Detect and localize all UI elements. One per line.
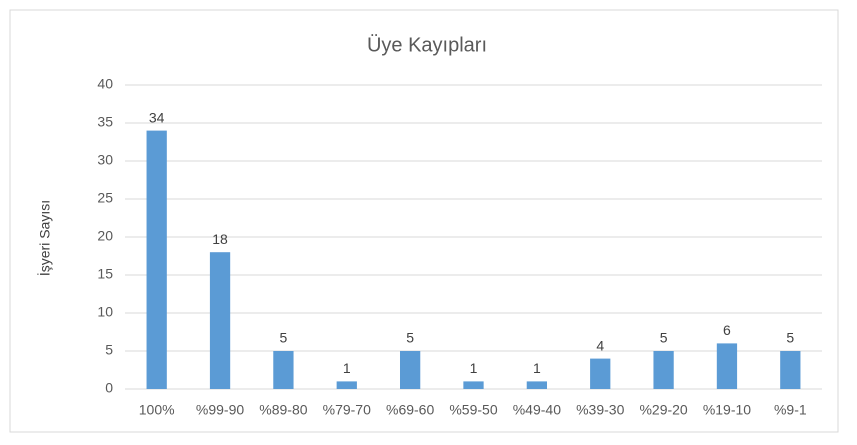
y-axis-label: İşyeri Sayısı — [36, 200, 53, 276]
y-tick-label: 5 — [105, 342, 113, 358]
data-label: 1 — [343, 360, 351, 376]
bar — [590, 358, 611, 389]
data-label: 5 — [786, 330, 794, 346]
chart-title: Üye Kayıpları — [367, 34, 487, 56]
bar — [273, 351, 294, 389]
data-label: 5 — [406, 330, 414, 346]
data-label: 1 — [470, 360, 478, 376]
y-tick-label: 25 — [97, 190, 113, 206]
chart-border — [9, 9, 839, 433]
x-tick-label: %69-60 — [386, 402, 434, 418]
bar — [780, 351, 801, 389]
data-label: 18 — [212, 231, 228, 247]
y-tick-label: 10 — [97, 304, 113, 320]
data-label: 1 — [533, 360, 541, 376]
bar — [463, 381, 484, 389]
data-label: 34 — [149, 109, 165, 125]
data-label: 5 — [280, 330, 288, 346]
y-tick-label: 0 — [105, 380, 113, 396]
bar — [653, 351, 674, 389]
x-tick-label: %99-90 — [196, 402, 244, 418]
bar — [336, 381, 357, 389]
y-tick-label: 35 — [97, 114, 113, 130]
data-label: 5 — [660, 330, 668, 346]
y-tick-label: 15 — [97, 266, 113, 282]
y-tick-label: 40 — [97, 76, 113, 92]
data-label: 6 — [723, 322, 731, 338]
x-tick-label: %19-10 — [703, 402, 751, 418]
x-tick-label: %49-40 — [513, 402, 561, 418]
y-tick-label: 30 — [97, 152, 113, 168]
data-label: 4 — [596, 337, 604, 353]
bar — [399, 351, 421, 389]
x-tick-label: %9-1 — [774, 402, 807, 418]
x-tick-label: 100% — [139, 402, 175, 418]
x-tick-label: %29-20 — [639, 402, 687, 418]
bar — [716, 343, 738, 389]
bar — [209, 252, 231, 389]
x-tick-label: %59-50 — [449, 402, 497, 418]
bar — [146, 130, 167, 389]
y-tick-label: 20 — [97, 228, 113, 244]
x-tick-label: %39-30 — [576, 402, 624, 418]
bar — [526, 381, 548, 389]
x-tick-label: %79-70 — [323, 402, 371, 418]
x-tick-label: %89-80 — [259, 402, 307, 418]
